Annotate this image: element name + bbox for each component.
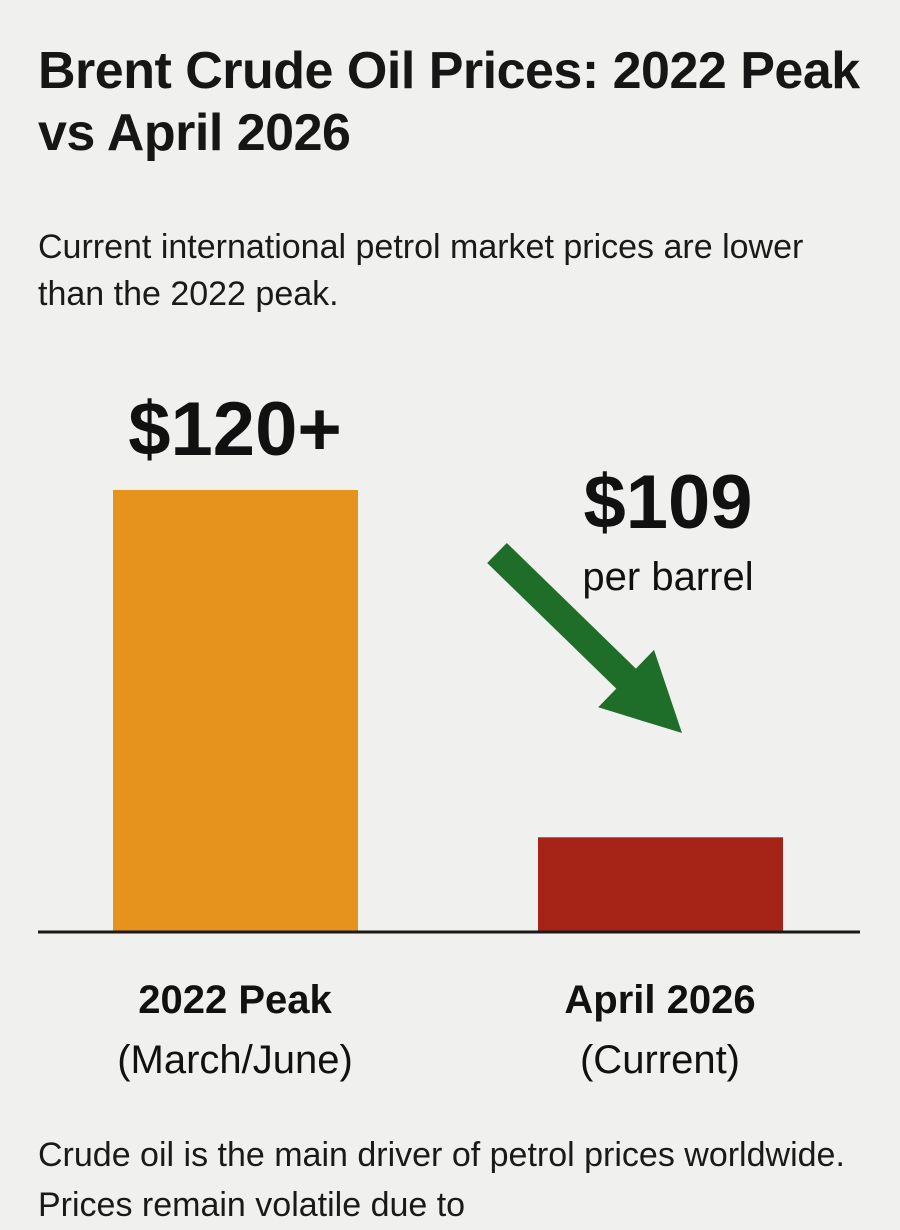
value-label-2022-peak: $120+ [128,387,341,472]
category-sublabel-april-2026: (Current) [580,1038,740,1082]
bar-2022-peak [113,490,358,932]
category-sublabel-2022-peak: (March/June) [117,1038,353,1082]
category-label-april-2026: April 2026 [564,978,755,1022]
bar-chart: $120+ $109 per barrel 2022 Peak April 20… [38,387,860,1082]
trend-arrow-icon [487,543,682,733]
arrow-shape [487,543,682,733]
footnote-text: Crude oil is the main driver of petrol p… [38,1136,845,1224]
value-label-april-2026: $109 [583,460,752,545]
bar-april-2026 [538,837,783,932]
page-subtitle: Current international petrol market pric… [38,228,804,313]
category-label-2022-peak: 2022 Peak [138,978,332,1022]
page-title: Brent Crude Oil Prices: 2022 Peak vs Apr… [38,42,860,162]
unit-label: per barrel [582,555,753,599]
